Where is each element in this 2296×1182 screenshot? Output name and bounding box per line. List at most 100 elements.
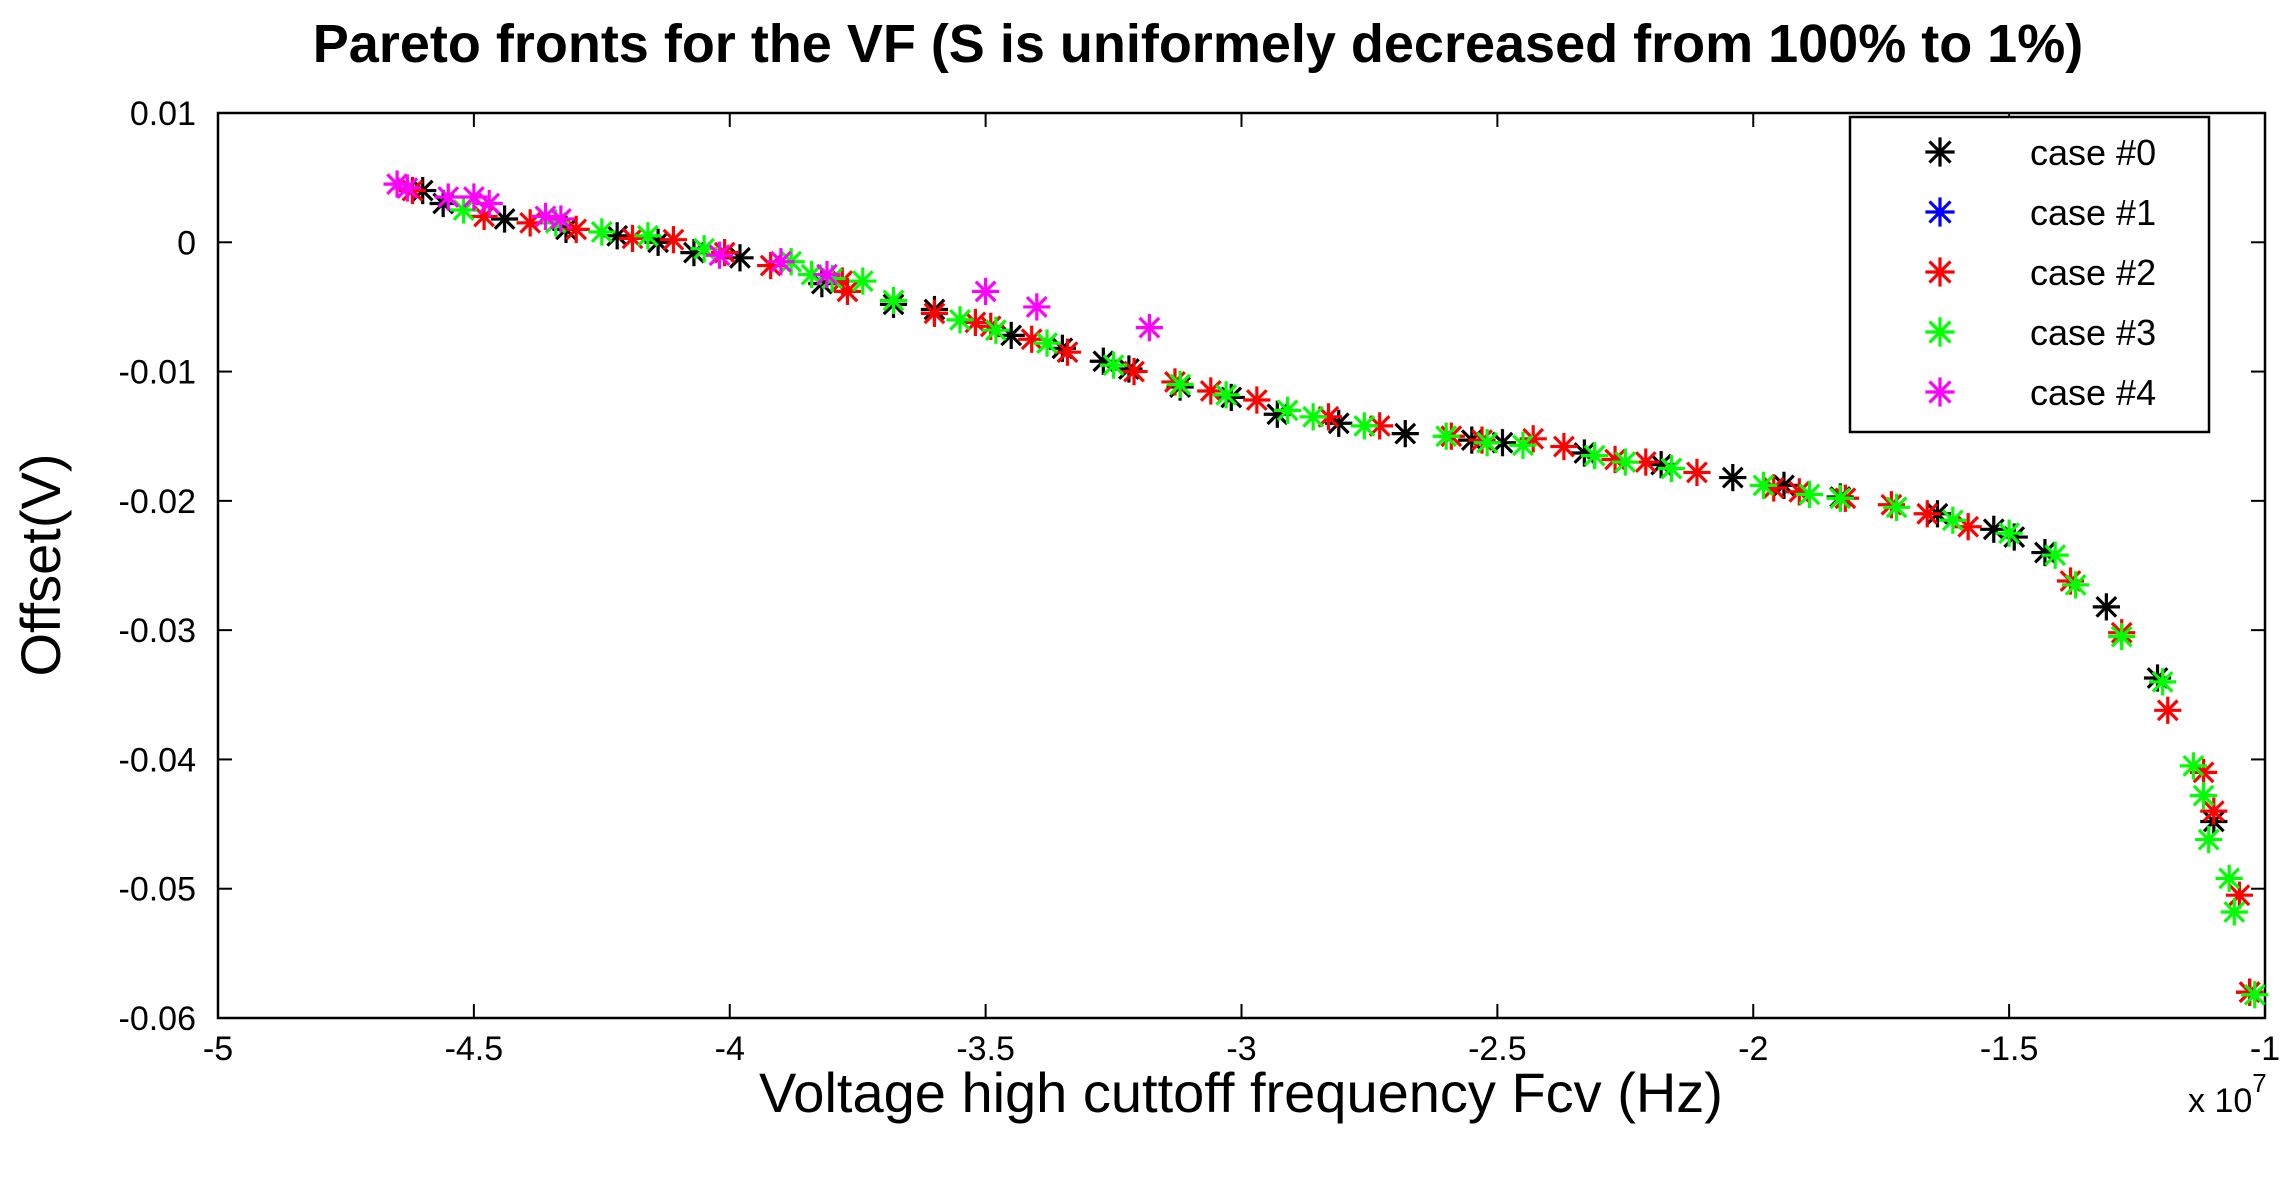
y-tick-label: -0.05 [119, 871, 197, 909]
data-point [2108, 623, 2136, 651]
y-axis-ticks: 0.01 0 -0.01 -0.02 -0.03 -0.04 -0.05 -0.06 [119, 95, 2265, 1038]
data-point [434, 183, 462, 211]
data-point [2149, 668, 2177, 696]
data-point [1135, 314, 1163, 342]
x-tick-label: -3 [1226, 1030, 1256, 1068]
y-tick-label: -0.01 [119, 354, 197, 392]
y-tick-label: -0.03 [119, 612, 197, 650]
legend-marker [1925, 377, 1955, 407]
data-point [1581, 442, 1609, 470]
data-point [1120, 357, 1148, 386]
data-point [879, 286, 908, 315]
y-axis-label: Offset(V) [9, 453, 72, 676]
data-point [2195, 825, 2223, 854]
data-point [2179, 752, 2207, 780]
x-multiplier-exponent: 7 [2252, 1068, 2266, 1098]
legend-marker [1925, 257, 1955, 287]
data-point [1299, 403, 1327, 431]
data-point [982, 316, 1010, 344]
data-point [1273, 396, 1302, 424]
legend-label: case #4 [2030, 372, 2156, 413]
x-tick-label: -3.5 [956, 1030, 1015, 1068]
data-point [946, 306, 974, 334]
data-point [1550, 432, 1578, 461]
data-point [2220, 898, 2248, 926]
chart-title: Pareto fronts for the VF (S is uniformel… [313, 14, 2083, 74]
y-tick-label: -0.02 [119, 483, 197, 521]
x-tick-label: -2.5 [1468, 1030, 1527, 1068]
data-point [2041, 541, 2069, 569]
legend-label: case #1 [2030, 192, 2156, 233]
data-point [393, 174, 421, 202]
data-point [1795, 480, 1824, 508]
data-point [1432, 422, 1460, 450]
data-point [2215, 864, 2243, 892]
data-point [450, 196, 478, 224]
legend-box [1848, 115, 2211, 434]
data-point [547, 205, 575, 233]
data-point [920, 299, 949, 327]
data-point [1913, 500, 1941, 528]
y-tick-label: -0.06 [119, 1000, 197, 1038]
y-tick-label: 0.01 [130, 95, 196, 133]
x-tick-label: -2 [1738, 1030, 1768, 1068]
legend-label: case #2 [2030, 252, 2156, 293]
data-point [1099, 351, 1128, 379]
legend-marker [1925, 137, 1955, 167]
legend-label: case #0 [2030, 132, 2156, 173]
data-point [2200, 797, 2228, 825]
data-point [1053, 338, 1082, 366]
data-point [634, 222, 662, 250]
data-point [1826, 484, 1854, 512]
data-point [659, 226, 688, 254]
data-point [1033, 329, 1061, 357]
data-point [1366, 412, 1394, 440]
x-axis-label: Voltage high cuttoff frequency Fcv (Hz) [759, 1061, 1723, 1124]
data-point [1350, 412, 1378, 440]
data-point [2062, 571, 2090, 599]
x-tick-label: -4.5 [445, 1030, 504, 1068]
data-point [1749, 471, 1778, 499]
legend-marker [1925, 197, 1955, 227]
data-point [1611, 448, 1639, 476]
legend: case #0 case #1 case #2 case #3 case #4 [1848, 115, 2211, 434]
x-multiplier-base: x 10 [2188, 1082, 2252, 1120]
data-point [1657, 454, 1685, 483]
series-case-4 [383, 170, 1163, 342]
data-point [562, 215, 590, 243]
data-point [680, 239, 708, 267]
data-point [1197, 377, 1225, 405]
data-point [2092, 593, 2120, 621]
data-point [1509, 431, 1537, 459]
data-point [1018, 325, 1046, 353]
data-point [1473, 429, 1501, 457]
legend-label: case #3 [2030, 312, 2156, 353]
data-point [1683, 458, 1711, 487]
legend-marker [1925, 317, 1955, 347]
x-tick-label: -4 [715, 1030, 745, 1068]
data-point [972, 277, 1000, 306]
data-point [1882, 493, 1911, 521]
data-point [833, 277, 862, 306]
data-point [2154, 696, 2182, 724]
data-point [588, 218, 616, 246]
data-point [1719, 463, 1747, 492]
data-point [475, 189, 503, 218]
data-point [1243, 386, 1271, 414]
data-point [705, 241, 734, 269]
data-point [1166, 370, 1194, 399]
data-point [2241, 981, 2269, 1009]
data-point [849, 267, 877, 295]
data-point [1212, 381, 1240, 409]
data-point [1939, 506, 1967, 534]
data-point [1023, 293, 1051, 321]
data-point [2189, 782, 2218, 810]
x-axis-multiplier: x 107 [2188, 1068, 2267, 1120]
x-tick-label: -1 [2250, 1030, 2280, 1068]
data-point [1995, 519, 2023, 547]
data-point [1391, 420, 1419, 448]
y-tick-label: -0.04 [119, 741, 197, 779]
data-point [767, 248, 795, 276]
x-axis-ticks: -5 -4.5 -4 -3.5 -3 -2.5 -2 -1.5 -1 [203, 113, 2280, 1068]
